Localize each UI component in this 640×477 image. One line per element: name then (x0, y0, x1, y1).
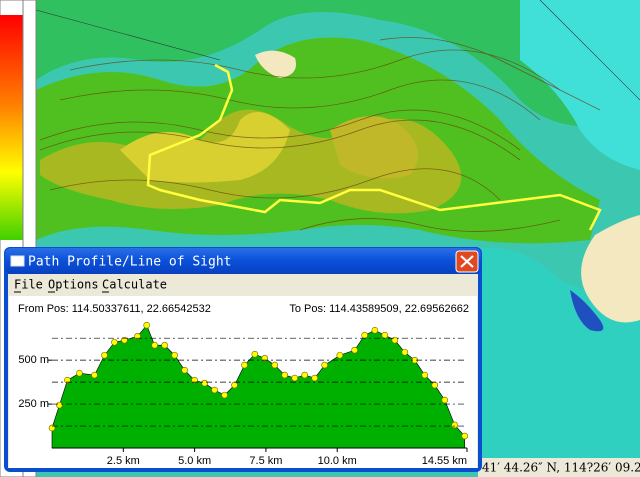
color-scale (0, 15, 23, 240)
profile-point (161, 341, 168, 349)
profile-point (421, 371, 429, 379)
profile-point (191, 376, 198, 384)
profile-point (231, 381, 238, 389)
menu-calculate[interactable]: Calculate (102, 278, 167, 292)
x-tick-label: 5.0 km (178, 455, 211, 467)
profile-point (391, 336, 399, 344)
profile-point (401, 348, 409, 356)
profile-point (221, 391, 228, 399)
profile-point (451, 421, 459, 429)
profile-point (134, 332, 141, 340)
x-tick-label: 2.5 km (107, 455, 140, 467)
from-pos: From Pos: 114.50337611, 22.66542532 (18, 303, 211, 315)
profile-point (101, 351, 108, 359)
profile-point (271, 361, 279, 369)
profile-point (56, 401, 63, 409)
y-tick-label: 500 m (18, 354, 49, 366)
profile-point (291, 374, 299, 382)
profile-point (311, 374, 318, 382)
y-tick-label: 250 m (18, 398, 49, 410)
profile-point (261, 354, 269, 362)
profile-point (151, 341, 158, 349)
profile-point (143, 321, 150, 329)
profile-point (171, 351, 178, 359)
profile-point (361, 331, 368, 339)
profile-point (461, 432, 469, 440)
profile-point (251, 350, 259, 358)
profile-point (351, 346, 358, 354)
status-text: 41′ 44.26″ N, 114?26′ 09.2 (482, 461, 640, 475)
to-pos: To Pos: 114.43589509, 22.69562662 (289, 303, 469, 315)
x-tick-label: 7.5 km (249, 455, 282, 467)
profile-point (211, 386, 218, 394)
profile-point (441, 396, 449, 404)
title-bar (5, 248, 481, 274)
profile-point (336, 351, 344, 359)
profile-point (181, 366, 188, 374)
dialog: Path Profile/Line of Sight File Options … (4, 247, 482, 472)
profile-point (64, 376, 71, 384)
profile-point (121, 336, 128, 344)
window-icon (10, 255, 25, 267)
window-title: Path Profile/Line of Sight (28, 255, 232, 270)
profile-point (241, 361, 248, 369)
profile-point (301, 371, 309, 379)
menu-options[interactable]: Options (48, 278, 99, 292)
profile-point (91, 371, 98, 379)
x-tick-label: 14.55 km (422, 455, 467, 467)
status-bar (478, 458, 640, 477)
profile-point (431, 381, 439, 389)
profile-point (76, 369, 83, 377)
profile-chart: 250 m 500 m 2.5 km 5.0 km 7.5 km 10.0 km 14.55… (18, 321, 469, 467)
profile-point (111, 338, 118, 346)
profile-point (281, 371, 289, 379)
menu-file[interactable]: File (14, 278, 43, 292)
close-icon (460, 255, 474, 268)
profile-point (371, 326, 379, 334)
profile-point (321, 361, 328, 369)
profile-point (48, 424, 56, 432)
x-tick-label: 10.0 km (318, 455, 357, 467)
profile-point (201, 379, 208, 387)
profile-point (381, 331, 389, 339)
